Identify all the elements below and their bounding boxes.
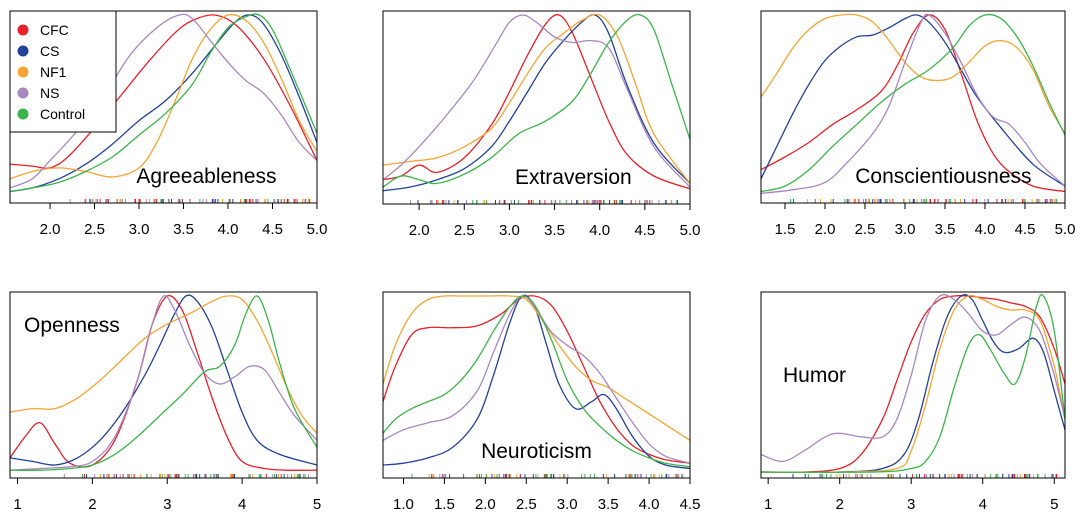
series-line-control (383, 13, 690, 188)
x-tick-label: 3 (907, 496, 915, 513)
chart-title: Extraversion (515, 166, 632, 189)
chart-title: Openness (24, 314, 120, 337)
x-tick-label: 3.0 (499, 222, 520, 239)
plot-frame (760, 291, 1066, 479)
x-tick-label: 3.0 (895, 221, 916, 238)
x-tick-label: 4 (979, 496, 987, 513)
series-line-cfc (10, 14, 317, 169)
x-tick-label: 2 (836, 496, 844, 513)
chart-panel-conscientiousness: 1.5 2.0 2.5 3.0 3.5 4.0 4.5 5.0 Conscientiousnes… (760, 10, 1076, 238)
series-line-nf1 (10, 13, 317, 180)
x-tick-label: 5 (313, 496, 321, 513)
x-tick-label: 3.5 (173, 221, 194, 238)
legend: CFC CS NF1 NS Control (9, 10, 117, 133)
series-line-cs (383, 13, 690, 192)
chart-panel-extraversion: 2.0 2.5 3.0 3.5 4.0 4.5 5.0 Extraversion (382, 10, 701, 239)
series-line-control (761, 293, 1065, 473)
x-tick-label: 4.5 (634, 222, 655, 239)
x-tick-label: 2.0 (409, 222, 430, 239)
series-line-nf1 (383, 295, 690, 441)
x-tick-label: 4 (238, 496, 246, 513)
series-line-ns (761, 294, 1065, 463)
series-line-ns (383, 14, 690, 188)
series-line-control (10, 295, 317, 471)
chart-title: Conscientiousness (855, 165, 1031, 188)
x-tick-label: 1 (13, 496, 21, 513)
plot-frame (382, 291, 691, 479)
chart-title: Neuroticism (481, 440, 592, 463)
x-tick-label: 2.5 (454, 222, 475, 239)
x-tick-label: 5.0 (1055, 221, 1076, 238)
chart-panel-neuroticism: 1.0 1.5 2.0 2.5 3.0 3.5 4.0 4.5 Neuroticism (382, 291, 701, 513)
series-line-nf1 (383, 13, 690, 184)
chart-panel-humor: 1 2 3 4 5 Humor (760, 291, 1066, 513)
plot-frame (9, 291, 318, 479)
legend-marker-control (17, 108, 29, 120)
series-line-control (383, 295, 690, 468)
series-line-cfc (383, 14, 690, 190)
x-tick-label: 5.0 (307, 221, 328, 238)
legend-label-nf1: NF1 (40, 64, 67, 80)
series-line-ns (761, 13, 1065, 195)
chart-panel-agreeableness: 2.0 2.5 3.0 3.5 4.0 4.5 5.0 Agreeableness (9, 10, 328, 238)
legend-label-cfc: CFC (40, 22, 69, 38)
x-tick-label: 2.0 (475, 496, 496, 513)
x-tick-label: 3.0 (129, 221, 150, 238)
x-tick-label: 1.0 (393, 496, 414, 513)
x-tick-label: 4.0 (975, 221, 996, 238)
series-line-cfc (383, 295, 690, 464)
x-tick-label: 3 (163, 496, 171, 513)
series-line-nf1 (761, 294, 1065, 473)
x-tick-label: 2 (88, 496, 96, 513)
series-line-ns (10, 294, 317, 471)
legend-label-control: Control (40, 106, 85, 122)
x-tick-label: 5.0 (680, 222, 701, 239)
series-line-ns (10, 13, 317, 189)
x-tick-label: 4.0 (589, 222, 610, 239)
legend-marker-cs (17, 45, 29, 57)
series-line-cs (761, 294, 1065, 473)
x-tick-label: 1.5 (434, 496, 455, 513)
series-line-cs (761, 14, 1065, 187)
plot-frame (382, 10, 691, 205)
chart-title: Humor (783, 364, 846, 387)
series-line-cfc (761, 295, 1065, 473)
x-tick-label: 4.0 (639, 496, 660, 513)
x-tick-label: 2.5 (855, 221, 876, 238)
legend-label-cs: CS (40, 43, 59, 59)
x-tick-label: 4.5 (262, 221, 283, 238)
series-line-cfc (10, 294, 317, 471)
chart-panel-openness: 1 2 3 4 5 Openness (9, 291, 321, 513)
legend-marker-nf1 (17, 66, 29, 78)
series-line-ns (383, 295, 690, 464)
legend-marker-ns (17, 87, 29, 99)
x-tick-label: 4.5 (680, 496, 701, 513)
series-line-control (761, 13, 1065, 193)
x-tick-label: 2.0 (815, 221, 836, 238)
x-tick-label: 3.0 (557, 496, 578, 513)
plot-frame (760, 10, 1066, 204)
x-tick-label: 1.5 (775, 221, 796, 238)
legend-marker-cfc (17, 24, 29, 36)
x-tick-label: 5 (1050, 496, 1058, 513)
series-line-control (10, 13, 317, 193)
x-tick-label: 1 (764, 496, 772, 513)
series-line-nf1 (10, 295, 317, 434)
x-tick-label: 3.5 (544, 222, 565, 239)
series-line-cs (10, 14, 317, 193)
series-line-cs (383, 294, 690, 470)
chart-title: Agreeableness (136, 165, 276, 188)
x-tick-label: 2.0 (40, 221, 61, 238)
x-tick-label: 4.5 (1015, 221, 1036, 238)
x-tick-label: 2.5 (84, 221, 105, 238)
legend-label-ns: NS (40, 85, 59, 101)
series-line-nf1 (761, 13, 1065, 134)
x-tick-label: 2.5 (516, 496, 537, 513)
series-line-cs (10, 294, 317, 466)
x-tick-label: 3.5 (935, 221, 956, 238)
x-tick-label: 4.0 (218, 221, 239, 238)
x-tick-label: 3.5 (598, 496, 619, 513)
